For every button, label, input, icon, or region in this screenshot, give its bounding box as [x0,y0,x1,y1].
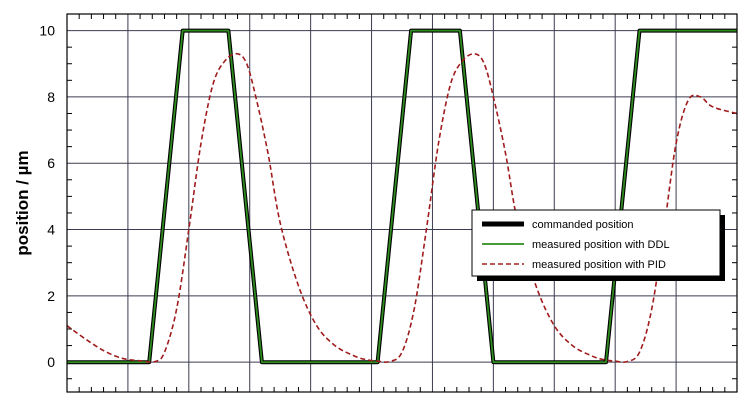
legend: commanded position measured position with… [471,209,725,281]
legend-box [471,209,721,277]
y-tick-labels: 0 2 4 6 8 10 [39,23,55,371]
series-line-commanded-position [67,28,737,365]
legend-items: commanded position measured position with… [482,219,670,271]
y-tick-label: 8 [47,89,55,105]
y-tick-label: 10 [39,23,55,39]
y-tick-label: 0 [47,354,55,370]
y-tick-label: 6 [47,155,55,171]
plot-frame [66,13,738,393]
legend-label: commanded position [532,219,634,231]
y-tick-label: 4 [47,222,55,238]
legend-label: measured position with PID [532,259,666,271]
legend-label: measured position with DDL [532,239,670,251]
series-line-measured-position-with-ddl [67,29,737,364]
y-axis-label: position / µm [13,150,32,255]
series-line-measured-position-with-pid [66,52,738,363]
y-tick-label: 2 [47,288,55,304]
series-layer [66,28,738,365]
